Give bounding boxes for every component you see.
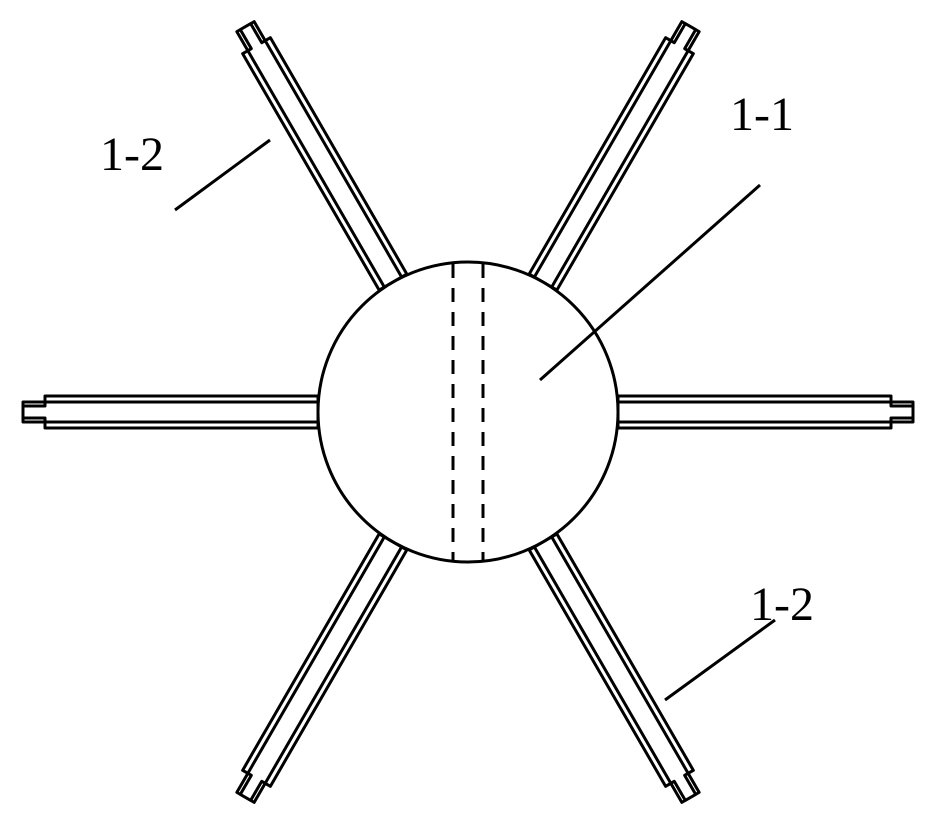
hub-circle: [318, 262, 618, 562]
arm-1: [529, 534, 704, 805]
leader-line-2: [665, 620, 775, 700]
leader-line-1: [175, 140, 270, 210]
arm-4: [232, 19, 407, 290]
label-text-2: 1-2: [750, 578, 814, 631]
arm-0: [618, 396, 913, 428]
diagram-root: 1-1 1-2 1-2: [0, 0, 936, 824]
arm-5: [529, 19, 704, 290]
label-text-0: 1-1: [730, 88, 794, 141]
diagram-svg: 1-1 1-2 1-2: [0, 0, 936, 824]
arm-3: [23, 396, 318, 428]
label-text-1: 1-2: [100, 128, 164, 181]
arm-2: [232, 534, 407, 805]
